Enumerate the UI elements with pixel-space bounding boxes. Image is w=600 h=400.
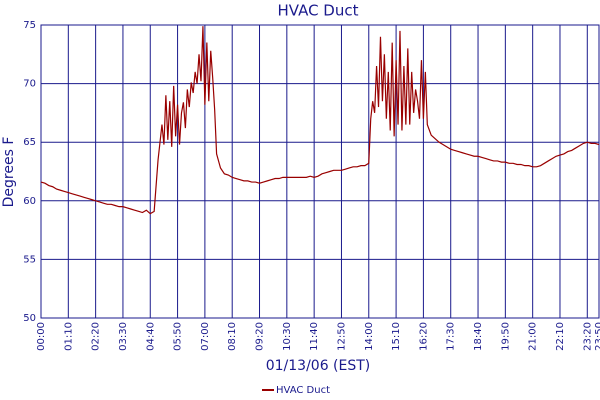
y-axis-label: Degrees F	[1, 137, 17, 208]
x-tick-label: 18:40	[473, 322, 484, 351]
x-tick-label: 17:30	[446, 322, 457, 351]
x-tick-label: 16:20	[418, 322, 429, 351]
x-tick-label: 04:40	[145, 322, 156, 351]
y-tick-label: 65	[23, 137, 36, 148]
y-tick-label: 60	[23, 196, 36, 207]
x-tick-label: 19:50	[500, 322, 511, 351]
x-tick-label: 14:00	[364, 322, 375, 351]
x-tick-label: 22:10	[555, 322, 566, 351]
x-tick-label: 12:50	[336, 322, 347, 351]
chart-title: HVAC Duct	[277, 2, 358, 20]
legend-label: HVAC Duct	[276, 385, 330, 396]
x-tick-label: 21:00	[528, 322, 539, 351]
y-tick-label: 75	[23, 20, 36, 31]
x-tick-label: 09:20	[255, 322, 266, 351]
x-tick-label: 11:40	[309, 322, 320, 351]
x-tick-label: 00:00	[36, 322, 47, 351]
plot-border	[40, 24, 600, 319]
y-tick-label: 50	[23, 313, 36, 324]
x-tick-label: 07:00	[200, 322, 211, 351]
x-tick-label: 02:20	[91, 322, 102, 351]
x-tick-label: 23:50	[594, 322, 600, 351]
x-tick-label: 05:50	[173, 322, 184, 351]
x-tick-label: 01:10	[63, 322, 74, 351]
x-tick-label: 10:30	[282, 322, 293, 351]
y-tick-label: 70	[23, 79, 36, 90]
x-tick-label: 03:30	[118, 322, 129, 351]
y-tick-label: 55	[23, 254, 36, 265]
x-tick-label: 08:10	[227, 322, 238, 351]
x-tick-label: 23:20	[582, 322, 593, 351]
x-tick-label: 15:10	[391, 322, 402, 351]
data-line	[40, 26, 600, 215]
x-axis-label: 01/13/06 (EST)	[266, 358, 371, 374]
